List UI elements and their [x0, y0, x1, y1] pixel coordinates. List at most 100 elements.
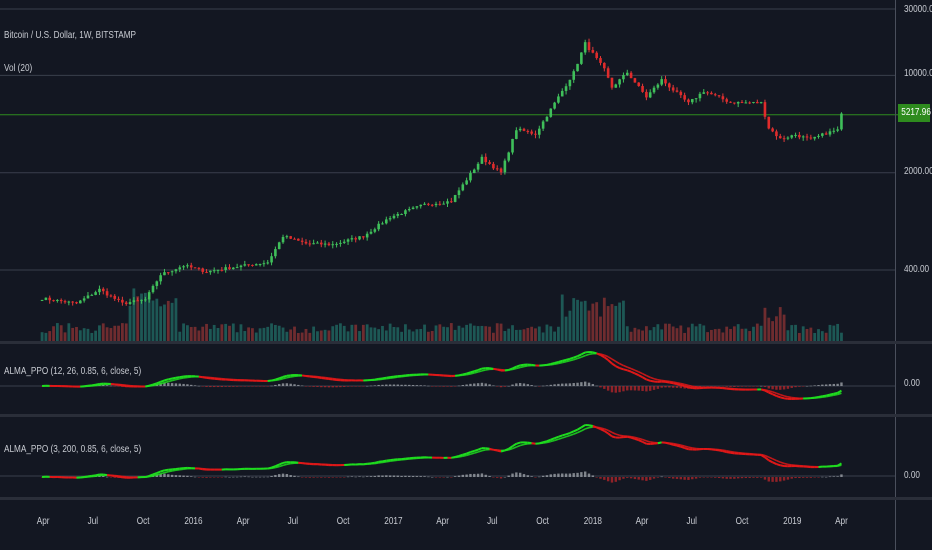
- ppo2-hist: [404, 475, 407, 477]
- ppo1-hist: [629, 386, 633, 391]
- candle-body: [442, 203, 445, 205]
- ppo1-hist: [626, 386, 629, 391]
- ppo2-hist: [197, 477, 201, 478]
- y-tick-400: 400.00: [904, 264, 930, 275]
- volume-bar: [308, 332, 312, 341]
- ppo1-line: [672, 382, 678, 386]
- ppo2-hist: [687, 477, 690, 480]
- ppo1-hist: [339, 386, 342, 388]
- ppo2-hist: [105, 476, 109, 478]
- ppo1-signal: [584, 353, 590, 357]
- candle-body: [472, 169, 476, 174]
- volume-bar: [461, 327, 465, 341]
- volume-bar: [388, 323, 392, 341]
- candle-body: [281, 236, 285, 243]
- ppo2-signal: [837, 464, 842, 467]
- volume-bar: [71, 327, 75, 341]
- volume-bar: [247, 327, 251, 341]
- ppo1-signal: [481, 369, 486, 372]
- ppo1-hist: [595, 385, 598, 387]
- candle-body: [733, 102, 736, 104]
- volume-bar: [606, 306, 610, 341]
- ppo2-signal: [673, 442, 678, 446]
- candle-body: [151, 285, 155, 293]
- ppo1-signal: [477, 370, 483, 373]
- candle-body: [652, 87, 656, 93]
- ppo2-signal: [646, 440, 651, 443]
- candle-body: [782, 138, 786, 140]
- ppo2-signal: [168, 470, 173, 473]
- ppo2-hist: [683, 477, 686, 480]
- ppo1-label: ALMA_PPO (12, 26, 0.85, 6, close, 5): [4, 366, 142, 377]
- ppo2-signal: [474, 451, 479, 454]
- ppo2-line: [164, 468, 169, 472]
- ppo2-line: [511, 442, 517, 448]
- candle-body: [423, 203, 426, 205]
- ppo1-hist: [224, 386, 227, 387]
- ppo1-hist: [499, 386, 503, 388]
- ppo2-hist: [450, 477, 453, 478]
- candle-body: [163, 272, 166, 276]
- ppo2-line: [274, 463, 280, 468]
- ppo2-line: [542, 440, 548, 444]
- ppo2-hist: [802, 477, 805, 478]
- ppo2-hist: [545, 475, 549, 477]
- ppo1-hist: [182, 383, 185, 386]
- candle-body: [530, 131, 533, 134]
- ppo2-signal: [726, 450, 731, 453]
- ppo1-signal: [569, 358, 574, 362]
- ppo2-signal: [477, 449, 483, 453]
- candle-body: [625, 72, 629, 76]
- candle-body: [549, 108, 553, 117]
- ppo2-line: [726, 451, 731, 454]
- candle-body: [740, 102, 744, 104]
- candle-body: [354, 238, 358, 240]
- ppo2-hist: [568, 473, 572, 477]
- ppo1-hist: [587, 382, 591, 386]
- candle-body: [201, 268, 205, 272]
- candle-body: [312, 243, 315, 245]
- ppo1-hist: [258, 386, 262, 387]
- ppo1-hist: [779, 386, 782, 390]
- ppo2-signal: [374, 462, 379, 465]
- candle-body: [534, 133, 537, 135]
- ppo1-hist: [385, 384, 388, 386]
- ppo1-hist: [832, 383, 836, 386]
- candle-body: [346, 239, 350, 242]
- candle-body: [576, 63, 579, 72]
- ppo2-hist: [182, 475, 185, 477]
- ppo1-hist: [752, 386, 755, 387]
- candle-body: [503, 160, 507, 173]
- candle-body: [518, 128, 522, 131]
- ppo1-hist: [205, 386, 208, 387]
- ppo1-signal: [619, 362, 624, 367]
- ppo1-hist: [346, 386, 350, 387]
- ppo1-hist: [408, 384, 411, 386]
- ppo2-hist: [515, 472, 518, 477]
- ppo1-hist: [790, 386, 793, 388]
- ppo2-hist: [392, 475, 396, 477]
- x-tick-label: Apr: [835, 515, 848, 526]
- ppo2-line: [458, 453, 464, 457]
- ppo2-line: [558, 434, 563, 438]
- ppo1-hist: [522, 383, 526, 386]
- ppo1-hist: [243, 386, 246, 387]
- y-tick-10000: 10000.00: [904, 68, 932, 79]
- candle-body: [664, 79, 667, 84]
- ppo1-hist: [767, 386, 770, 389]
- ppo2-hist: [698, 477, 702, 478]
- volume-bar: [560, 294, 564, 341]
- ppo2-signal: [634, 436, 639, 440]
- ppo2-signal: [171, 469, 177, 472]
- ppo2-hist: [228, 476, 231, 478]
- grid: [0, 0, 898, 550]
- ppo2-signal: [455, 456, 460, 459]
- ppo1-hist: [105, 385, 109, 386]
- ppo2-signal: [286, 462, 291, 466]
- candle-body: [94, 292, 97, 295]
- volume-bar: [289, 329, 293, 341]
- ppo2-hist: [694, 477, 698, 479]
- ppo1-line: [164, 378, 169, 382]
- ppo2-hist: [805, 477, 809, 478]
